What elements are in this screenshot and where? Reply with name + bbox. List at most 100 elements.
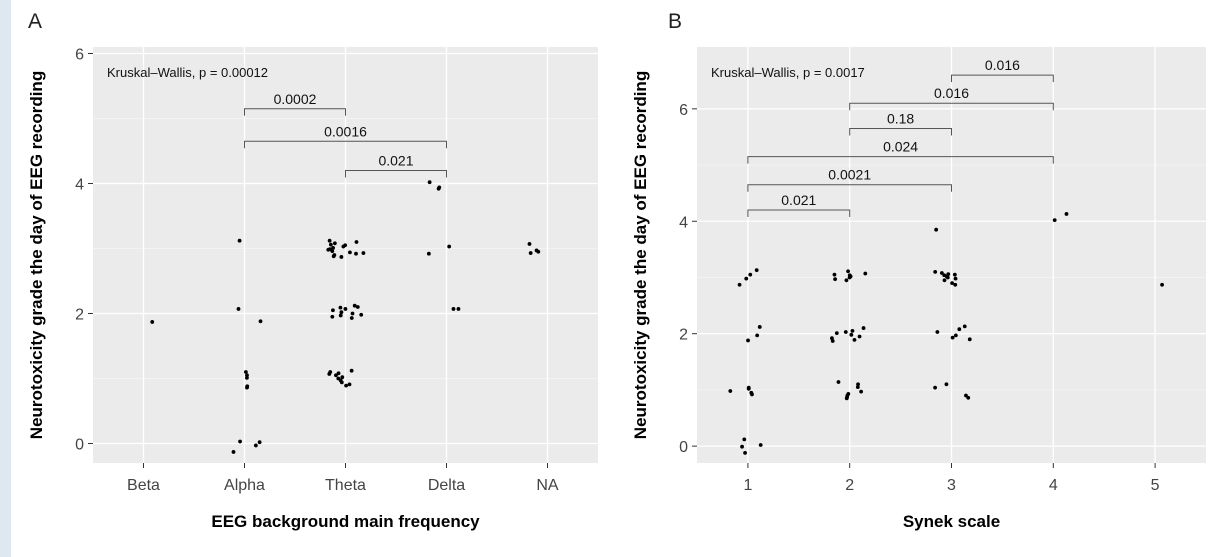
data-point <box>330 314 335 319</box>
data-point <box>338 305 343 310</box>
data-point <box>354 240 359 244</box>
comparison-bracket: 0.18 <box>849 111 952 136</box>
data-point <box>347 382 352 387</box>
x-axis-title: Synek scale <box>903 512 1000 531</box>
data-point <box>427 180 432 185</box>
x-tick-label: 2 <box>845 477 854 494</box>
comparison-p-value: 0.016 <box>934 85 969 101</box>
data-point <box>327 238 332 243</box>
data-point <box>1052 218 1057 223</box>
data-point <box>534 248 539 253</box>
data-point <box>953 333 958 338</box>
data-point <box>857 334 862 339</box>
comparison-p-value: 0.0002 <box>274 91 317 107</box>
data-point <box>328 242 333 247</box>
y-tick-label: 0 <box>679 439 688 456</box>
data-point <box>447 244 452 249</box>
data-point <box>750 392 754 397</box>
data-point <box>349 368 354 373</box>
data-point <box>354 251 358 256</box>
x-tick-label: Beta <box>127 477 160 494</box>
comparison-bracket: 0.021 <box>345 153 447 178</box>
data-point <box>334 373 338 378</box>
x-tick-label: 5 <box>1151 477 1160 494</box>
bracket-line <box>345 170 447 178</box>
comparison-p-value: 0.021 <box>781 192 816 208</box>
data-point <box>933 269 938 274</box>
comparison-bracket: 0.0021 <box>747 167 952 192</box>
data-point <box>328 247 332 252</box>
y-axis-title: Neurotoxicity grade the day of EEG recor… <box>27 71 46 439</box>
x-tick-label: 3 <box>947 477 956 494</box>
data-point <box>245 385 249 390</box>
bracket-line <box>849 128 952 136</box>
comparison-bracket: 0.0016 <box>244 123 447 149</box>
data-point <box>861 326 866 330</box>
data-point <box>231 450 236 454</box>
y-tick-label: 6 <box>75 47 84 64</box>
data-point <box>426 251 431 256</box>
data-point <box>933 385 937 390</box>
data-point <box>456 307 461 311</box>
data-point <box>237 238 242 243</box>
panel-label: A <box>28 10 42 33</box>
x-axis-title: EEG background main frequency <box>211 512 480 531</box>
data-point <box>341 244 346 249</box>
y-tick-label: 2 <box>679 327 688 344</box>
data-point <box>350 311 355 316</box>
data-point <box>957 327 962 332</box>
data-point <box>331 245 335 250</box>
data-point <box>843 330 848 334</box>
data-point <box>962 324 967 329</box>
panel-a: 0 2 4 6 Beta Alpha Theta Delta NA A EEG background… <box>27 10 598 531</box>
data-point <box>934 227 939 232</box>
data-point <box>339 255 344 259</box>
data-point <box>258 319 263 324</box>
comparison-bracket: 0.016 <box>849 85 1054 111</box>
data-point <box>754 268 759 273</box>
y-axis-title: Neurotoxicity grade the day of EEG recor… <box>631 71 650 439</box>
data-point <box>856 382 860 387</box>
data-point <box>757 325 762 329</box>
data-point <box>338 313 343 318</box>
data-point <box>528 251 533 255</box>
data-point <box>150 320 155 324</box>
data-point <box>945 275 950 280</box>
data-point <box>238 439 242 444</box>
comparison-p-value: 0.024 <box>883 139 918 155</box>
data-point <box>361 251 366 255</box>
data-point <box>833 277 838 282</box>
data-point <box>737 282 742 287</box>
comparison-p-value: 0.021 <box>378 153 413 169</box>
data-point <box>846 269 850 274</box>
bracket-line <box>747 209 851 218</box>
data-point <box>359 312 364 317</box>
data-point <box>847 275 852 280</box>
panel-label: B <box>668 10 682 33</box>
data-point <box>740 444 744 449</box>
comparison-bracket: 0.024 <box>747 139 1054 164</box>
y-tick-label: 2 <box>75 307 84 324</box>
data-point <box>253 443 258 448</box>
comparison-p-value: 0.0016 <box>324 123 367 139</box>
panel-b: 0 2 4 6 1 2 3 4 5 B Synek scale Neurotoxicity grade… <box>631 10 1206 531</box>
comparison-p-value: 0.016 <box>985 57 1020 73</box>
data-point <box>349 316 354 320</box>
data-point <box>742 437 747 442</box>
data-point <box>852 337 857 342</box>
data-point <box>728 389 733 393</box>
test-annotation: Kruskal–Wallis, p = 0.00012 <box>107 65 268 80</box>
data-point <box>332 241 337 246</box>
data-point <box>245 375 249 380</box>
data-point <box>953 282 958 287</box>
data-point <box>944 382 949 387</box>
data-point <box>744 276 749 281</box>
x-tick-label: Delta <box>428 477 465 494</box>
data-point <box>830 339 835 343</box>
data-point <box>950 335 955 340</box>
data-point <box>758 443 763 447</box>
data-point <box>746 338 750 343</box>
comparison-p-value: 0.18 <box>887 111 914 127</box>
data-point <box>844 278 849 283</box>
comparison-p-value: 0.0021 <box>828 167 871 183</box>
